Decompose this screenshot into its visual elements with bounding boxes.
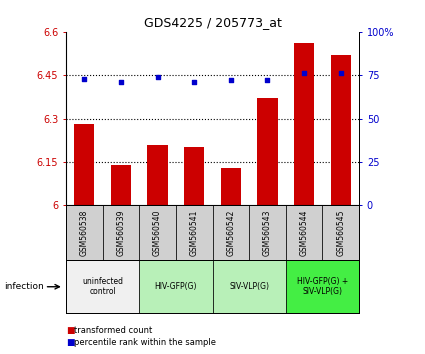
Point [301,71,308,76]
Bar [323,205,359,260]
Bar [139,205,176,260]
Bar [221,168,241,205]
Text: GSM560542: GSM560542 [227,210,235,256]
Text: infection: infection [4,282,44,291]
Bar [102,205,139,260]
Bar [176,205,212,260]
Bar [66,260,139,313]
Text: GSM560543: GSM560543 [263,210,272,256]
Text: SIV-VLP(G): SIV-VLP(G) [229,282,269,291]
Text: GSM560545: GSM560545 [336,210,345,256]
Text: HIV-GFP(G) +
SIV-VLP(G): HIV-GFP(G) + SIV-VLP(G) [297,277,348,296]
Bar [212,205,249,260]
Point [227,78,234,83]
Bar [139,260,212,313]
Bar [66,205,102,260]
Bar [111,165,131,205]
Text: GSM560539: GSM560539 [116,210,125,256]
Text: transformed count: transformed count [74,326,153,336]
Text: GSM560544: GSM560544 [300,210,309,256]
Bar [294,44,314,205]
Text: GDS4225 / 205773_at: GDS4225 / 205773_at [144,16,281,29]
Bar [147,144,167,205]
Bar [212,260,286,313]
Bar [249,205,286,260]
Text: GSM560541: GSM560541 [190,210,198,256]
Bar [286,260,359,313]
Text: uninfected
control: uninfected control [82,277,123,296]
Bar [286,205,323,260]
Text: GSM560538: GSM560538 [80,210,89,256]
Point [337,71,344,76]
Text: ■: ■ [66,326,74,336]
Text: ■: ■ [66,338,74,347]
Text: HIV-GFP(G): HIV-GFP(G) [155,282,197,291]
Point [117,79,124,85]
Text: GSM560540: GSM560540 [153,210,162,256]
Point [154,74,161,80]
Point [81,76,88,81]
Point [191,79,198,85]
Bar [184,148,204,205]
Bar [74,124,94,205]
Bar [331,55,351,205]
Text: percentile rank within the sample: percentile rank within the sample [74,338,216,347]
Bar [258,98,278,205]
Point [264,78,271,83]
